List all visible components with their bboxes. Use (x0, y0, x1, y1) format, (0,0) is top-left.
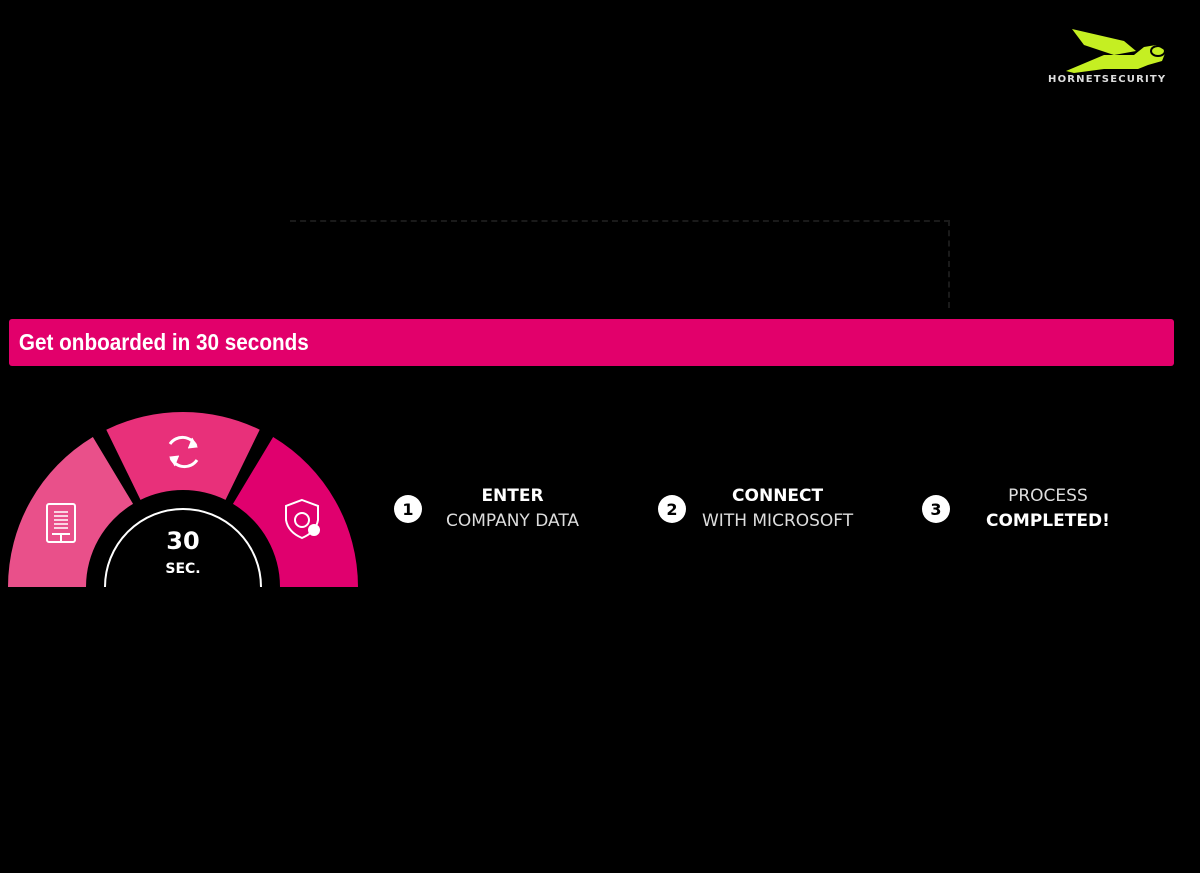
step-1: 1 ENTER COMPANY DATA (394, 484, 579, 534)
gauge-inner-arc (104, 508, 262, 588)
gauge-unit: SEC. (165, 561, 200, 577)
gauge-segment-3 (232, 436, 358, 587)
tablet-document-icon (46, 503, 76, 543)
step-line2: COMPLETED! (986, 511, 1110, 531)
gauge-segment-1 (8, 436, 134, 587)
step-3: 3 PROCESS COMPLETED! (922, 484, 1110, 534)
step-number: 2 (658, 495, 686, 523)
gauge-value: 30 (166, 527, 199, 555)
shield-365-check-icon (285, 498, 320, 540)
gauge-segment-2 (106, 412, 260, 500)
step-number: 1 (394, 495, 422, 523)
step-2: 2 CONNECT WITH MICROSOFT (658, 484, 853, 534)
sync-icon (168, 435, 199, 469)
banner-title: Get onboarded in 30 seconds (18, 329, 309, 355)
onboarding-banner: Get onboarded in 30 seconds (9, 319, 1174, 366)
onboarding-gauge: 30 SEC. (8, 412, 358, 588)
step-number: 3 (922, 495, 950, 523)
step-line1: ENTER (481, 486, 544, 506)
step-line1: PROCESS (1008, 486, 1088, 506)
step-line1: CONNECT (732, 486, 824, 506)
brand-name: HORNETSECURITY (1048, 74, 1167, 85)
dashed-frame (290, 220, 950, 308)
step-line2: COMPANY DATA (446, 511, 580, 531)
step-line2: WITH MICROSOFT (702, 511, 854, 531)
hornetsecurity-logo (1066, 29, 1166, 73)
